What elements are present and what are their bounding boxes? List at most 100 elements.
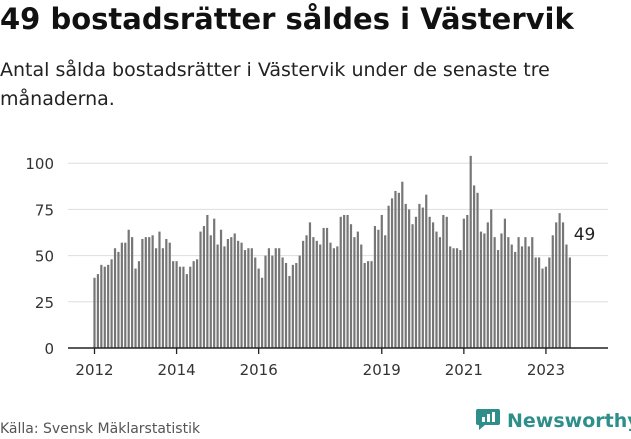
newsworthy-brand: Newsworthy [475, 406, 631, 436]
bar [397, 192, 400, 348]
bar [565, 244, 568, 348]
bar [514, 251, 517, 348]
bar [315, 240, 318, 348]
bar [230, 237, 233, 348]
bar [137, 261, 141, 348]
bar [421, 207, 424, 348]
bar [473, 185, 476, 348]
bar [117, 251, 120, 348]
bar [110, 259, 113, 348]
bar [168, 242, 171, 348]
x-axis-labels: 2012 2014 2016 2019 2021 2023 [75, 348, 565, 379]
bar [370, 261, 373, 348]
bar-chart: 0 25 50 75 100 2012 2014 2016 2019 2021 2023 49 [25, 155, 608, 379]
bar [308, 222, 312, 348]
bar [172, 261, 175, 348]
bar [459, 250, 462, 348]
bar [288, 275, 291, 348]
bar [373, 226, 377, 348]
bar [490, 209, 493, 348]
chart-title: 49 bostadsrätter såldes i Västervik [0, 2, 574, 36]
bar [346, 214, 349, 348]
bar [418, 203, 421, 348]
y-tick-label: 75 [35, 201, 54, 219]
bar [223, 246, 226, 348]
bar [568, 257, 571, 348]
bar [538, 257, 541, 348]
bar [213, 218, 216, 348]
bar [144, 237, 147, 348]
y-tick-label: 0 [44, 340, 54, 358]
bar [247, 248, 250, 348]
bar [202, 226, 206, 348]
bar [483, 233, 486, 348]
bar [377, 229, 380, 348]
x-tick-label: 2021 [445, 361, 483, 379]
bar [260, 277, 264, 348]
bar [394, 190, 397, 348]
bar [274, 248, 277, 348]
bar [384, 235, 387, 348]
bar [271, 255, 274, 348]
y-axis-labels: 0 25 50 75 100 [25, 155, 54, 358]
x-tick-label: 2016 [240, 361, 278, 379]
bar [100, 264, 103, 348]
x-tick-label: 2023 [527, 361, 565, 379]
bar [322, 227, 325, 348]
bar [425, 194, 428, 348]
bar [96, 274, 100, 348]
bar [510, 244, 513, 348]
annotations: 49 [574, 225, 596, 245]
bar [278, 248, 281, 348]
bar [127, 229, 130, 348]
y-tick-label: 50 [35, 248, 54, 266]
bar [353, 237, 356, 348]
bar [240, 242, 243, 348]
bar [151, 235, 154, 348]
bar [469, 155, 472, 348]
bar [476, 192, 479, 348]
bars [93, 155, 571, 348]
brand-name: Newsworthy [507, 410, 631, 432]
bar [551, 235, 554, 348]
bar [455, 248, 459, 348]
bar [148, 237, 151, 348]
bar [544, 266, 548, 348]
bar [243, 250, 247, 348]
x-tick-label: 2019 [363, 361, 401, 379]
bar [367, 261, 370, 348]
bar [548, 257, 551, 348]
bar [206, 214, 209, 348]
bar [175, 261, 178, 348]
bar [360, 244, 363, 348]
bar [113, 248, 117, 348]
bar [479, 231, 483, 348]
bar [199, 231, 202, 348]
bar [257, 268, 260, 348]
bar [131, 237, 134, 348]
bar [452, 248, 455, 348]
bar [408, 209, 411, 348]
bar [435, 231, 438, 348]
bar [442, 214, 445, 348]
bar [158, 231, 161, 348]
bar [281, 257, 284, 348]
bar [182, 266, 185, 348]
bar [449, 246, 452, 348]
x-tick-label: 2014 [157, 361, 195, 379]
bar [500, 233, 503, 348]
bar [267, 248, 271, 348]
y-tick-label: 100 [25, 155, 54, 173]
bar [404, 203, 407, 348]
bar [134, 268, 137, 348]
bar [462, 218, 465, 348]
bar [196, 259, 199, 348]
bar [120, 242, 123, 348]
bar [561, 222, 565, 348]
bar [319, 244, 322, 348]
bar [226, 238, 229, 348]
bar [185, 274, 188, 348]
bar [336, 246, 339, 348]
bar [349, 224, 353, 348]
bar [154, 248, 158, 348]
